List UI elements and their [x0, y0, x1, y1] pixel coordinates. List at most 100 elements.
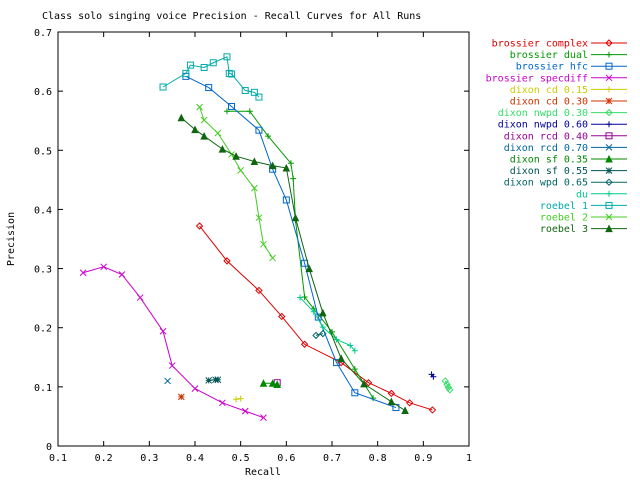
y-tick-label: 0.7 [34, 28, 52, 39]
legend-marker [605, 132, 613, 140]
y-tick-label: 0.6 [34, 87, 52, 98]
data-point-roebel-3 [200, 131, 208, 140]
data-point-brossier-dual [351, 366, 358, 373]
x-tick-label: 0.4 [186, 453, 204, 464]
data-point-roebel-3 [268, 161, 277, 170]
data-point-brossier-dual [265, 133, 272, 140]
series-line-roebel-3 [180, 117, 406, 411]
legend-entry-dixon-sf-0-55: dixon sf 0.55 [510, 166, 627, 177]
data-point-roebel-3 [250, 157, 259, 166]
chart-title: Class solo singing voice Precision - Rec… [42, 11, 421, 22]
legend-marker [605, 108, 613, 117]
data-point-roebel-3 [232, 152, 240, 160]
legend-marker [606, 121, 612, 128]
data-point-roebel-2 [237, 167, 245, 174]
legend-label: dixon rcd 0.70 [504, 143, 588, 154]
series-brossier-complex [195, 222, 437, 414]
plot-frame [57, 31, 470, 447]
legend-entry-roebel-3: roebel 3 [540, 224, 627, 235]
legend-label: roebel 1 [540, 201, 588, 212]
legend-marker [605, 144, 613, 151]
y-tick-label: 0.1 [34, 383, 52, 394]
series-dixon-sf-0-55 [205, 376, 222, 384]
data-point-brossier-complex [428, 406, 437, 414]
data-point-dixon-cd-0-15 [237, 395, 244, 402]
series-dixon-sf-0-35 [259, 379, 282, 388]
data-point-brossier-specdiff [79, 269, 87, 277]
legend-entry-du: du [576, 189, 627, 200]
data-point-roebel-2 [196, 103, 203, 111]
legend-marker [605, 213, 613, 221]
legend-marker [605, 154, 613, 163]
data-point-roebel-3 [387, 397, 396, 406]
data-point-roebel-1 [186, 61, 194, 69]
data-point-brossier-hfc [351, 389, 359, 397]
data-point-roebel-3 [177, 113, 186, 122]
data-point-dixon-sf-0-35 [268, 379, 277, 387]
legend-entry-brossier-hfc: brossier hfc [516, 62, 627, 73]
legend-entry-roebel-2: roebel 2 [540, 213, 627, 224]
series-dixon-cd-0-15 [233, 395, 244, 403]
data-point-roebel-3 [282, 163, 291, 172]
legend-label: dixon sf 0.35 [510, 155, 588, 166]
data-point-brossier-specdiff [219, 399, 226, 407]
data-point-dixon-sf-0-35 [259, 379, 268, 387]
data-point-roebel-1 [200, 63, 208, 71]
series-line-dixon-wpd-0-65 [315, 333, 323, 336]
legend-marker [605, 167, 613, 174]
legend-entry-dixon-nwpd-0-30: dixon nwpd 0.30 [498, 108, 627, 119]
legend-label: dixon nwpd 0.30 [498, 108, 588, 119]
legend-marker [605, 39, 613, 47]
series-dixon-rcd-0-70 [164, 377, 171, 385]
legend-label: roebel 2 [540, 213, 588, 224]
series-line-brossier-complex [199, 225, 433, 411]
data-point-roebel-1 [223, 53, 231, 61]
data-point-brossier-hfc [228, 103, 236, 111]
x-tick-label: 0.8 [369, 453, 387, 464]
data-point-roebel-3 [319, 308, 327, 317]
data-point-roebel-1 [255, 93, 263, 101]
data-point-roebel-1 [250, 88, 258, 96]
legend-label: dixon wpd 0.65 [504, 178, 588, 189]
data-point-brossier-complex [387, 389, 396, 398]
x-tick-label: 1 [466, 453, 472, 464]
data-point-dixon-rcd-0-70 [164, 377, 171, 385]
data-point-dixon-cd-0-15 [233, 396, 240, 403]
legend-marker [606, 86, 612, 93]
data-point-brossier-complex [405, 399, 414, 407]
x-tick-label: 0.7 [323, 453, 341, 464]
legend-entry-brossier-dual: brossier dual [510, 50, 627, 61]
data-point-roebel-3 [191, 125, 199, 134]
data-point-brossier-dual [290, 175, 297, 182]
y-tick-label: 0.5 [34, 146, 52, 157]
data-point-dixon-nwpd-0-60 [430, 373, 437, 380]
legend-label: dixon sf 0.55 [510, 166, 588, 177]
data-point-roebel-1 [225, 69, 233, 77]
series-roebel-3 [177, 113, 409, 415]
legend-entry-brossier-complex: brossier complex [492, 39, 627, 50]
data-point-du [297, 294, 304, 301]
legend-marker [605, 74, 613, 82]
legend-label: dixon rcd 0.40 [504, 131, 588, 142]
data-point-roebel-2 [269, 254, 276, 262]
data-point-du [310, 308, 317, 315]
data-point-roebel-3 [360, 379, 368, 388]
data-point-roebel-3 [218, 144, 227, 153]
x-tick-label: 0.5 [232, 453, 250, 464]
data-point-roebel-1 [209, 59, 217, 67]
y-tick-label: 0.4 [34, 205, 52, 216]
data-point-brossier-specdiff [241, 407, 249, 415]
legend-label: du [576, 189, 588, 200]
x-axis: 0.1 0.2 0.3 0.4 0.5 0.6 0.7 0.8 0.9 1 [49, 32, 472, 464]
data-point-brossier-hfc [333, 359, 341, 367]
x-axis-label: Recall [245, 467, 281, 478]
series-dixon-cd-0-30 [177, 393, 185, 401]
y-axis: 0 0.1 0.2 0.3 0.4 0.5 0.6 0.7 [34, 28, 469, 453]
data-point-brossier-specdiff [260, 414, 267, 421]
data-point-brossier-complex [223, 257, 231, 265]
legend-label: dixon cd 0.15 [510, 85, 588, 96]
series-dixon-wpd-0-65 [312, 329, 327, 340]
legend-entry-dixon-sf-0-35: dixon sf 0.35 [510, 155, 627, 166]
data-point-dixon-sf-0-55 [214, 376, 222, 384]
